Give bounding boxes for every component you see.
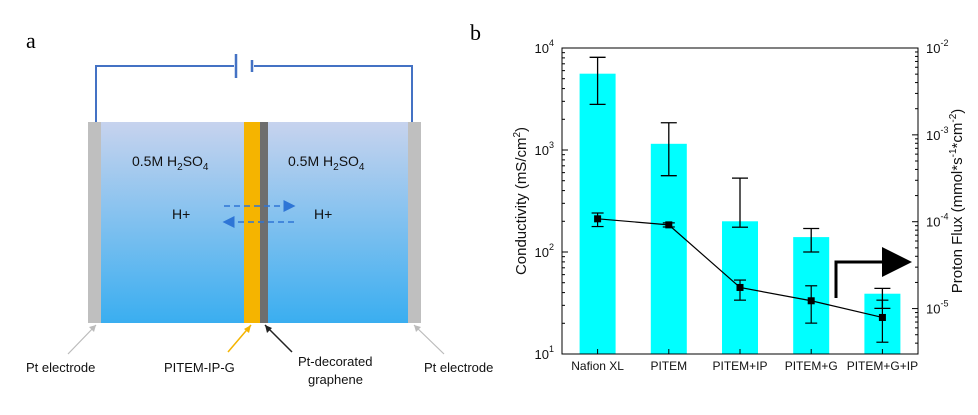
left-electrolyte-label: 0.5M H2SO4 bbox=[132, 153, 209, 173]
x-tick-label: PITEM+IP bbox=[712, 359, 767, 373]
conductivity-bar bbox=[650, 143, 687, 354]
conductivity-error-bar bbox=[732, 177, 748, 228]
left-tick-label: 103 bbox=[535, 140, 554, 158]
right-axis-pointer-arrow-icon bbox=[834, 247, 912, 298]
pt-electrode-right-label: Pt electrode bbox=[424, 360, 493, 375]
x-tick-label: PITEM+G bbox=[785, 359, 838, 373]
x-tick-label: PITEM bbox=[650, 359, 687, 373]
flux-point bbox=[594, 215, 602, 223]
membrane-label: PITEM-IP-G bbox=[164, 360, 235, 375]
pt-electrode-left-label: Pt electrode bbox=[26, 360, 95, 375]
bar-error-bars bbox=[589, 56, 891, 310]
left-tick-label: 102 bbox=[535, 242, 554, 260]
pt-electrode-right-pointer-head-icon bbox=[414, 325, 421, 332]
left-axis-title: Conductivity (mS/cm2) bbox=[512, 127, 530, 275]
graphene-label-line-1: Pt-decorated bbox=[298, 354, 372, 369]
x-axis-ticks: Nafion XL PITEM PITEM+IP PITEM+G PITEM+G+IP bbox=[571, 349, 918, 373]
circuit-wire bbox=[95, 65, 413, 122]
panel-a: a 0.5M H2SO4 0.5M H2SO4 H+ H+ Pt elect bbox=[26, 28, 493, 387]
flux-error-bar bbox=[876, 299, 889, 343]
right-tick-label: 10-4 bbox=[926, 212, 948, 230]
left-tick-label: 104 bbox=[535, 38, 554, 56]
graphene-label-line-2: graphene bbox=[308, 372, 363, 387]
left-tick-label: 101 bbox=[535, 344, 554, 362]
left-axis-ticks: 101 102 103 104 bbox=[535, 38, 568, 362]
flux-line-series bbox=[591, 212, 889, 343]
left-ion-label: H+ bbox=[172, 206, 190, 222]
right-tick-label: 10-3 bbox=[926, 125, 948, 143]
panel-b: b 101 102 103 104 10-5 10-4 10-3 10-2 Nafion X… bbox=[470, 20, 966, 373]
flux-point bbox=[878, 313, 886, 321]
pt-electrode-left-pointer bbox=[67, 324, 97, 355]
conductivity-error-bar bbox=[589, 56, 606, 106]
right-tick-label: 10-5 bbox=[926, 299, 948, 317]
panel-a-letter: a bbox=[26, 28, 36, 53]
conductivity-error-bar bbox=[660, 122, 677, 177]
right-tick-label: 10-2 bbox=[926, 38, 948, 56]
conductivity-error-bar bbox=[803, 227, 820, 253]
pt-electrode-right bbox=[408, 122, 421, 323]
graphene-pointer-head-icon bbox=[265, 325, 272, 333]
x-tick-label: Nafion XL bbox=[571, 359, 624, 373]
right-axis-ticks: 10-5 10-4 10-3 10-2 bbox=[912, 38, 948, 355]
pt-electrode-left-pointer-head-icon bbox=[89, 325, 96, 332]
pt-electrode-right-pointer bbox=[413, 324, 445, 355]
x-tick-label: PITEM+G+IP bbox=[847, 359, 918, 373]
right-axis-title: Proton Flux (mmol*s-1*cm-2) bbox=[948, 109, 966, 294]
membrane-pointer-head-icon bbox=[244, 325, 251, 333]
flux-point bbox=[807, 297, 815, 305]
panel-b-letter: b bbox=[470, 20, 481, 45]
flux-point bbox=[665, 221, 673, 229]
right-electrolyte-label: 0.5M H2SO4 bbox=[288, 153, 365, 173]
flux-point bbox=[736, 283, 744, 291]
right-ion-label: H+ bbox=[314, 206, 332, 222]
flux-error-bar bbox=[805, 285, 818, 324]
pt-electrode-left bbox=[88, 122, 101, 323]
